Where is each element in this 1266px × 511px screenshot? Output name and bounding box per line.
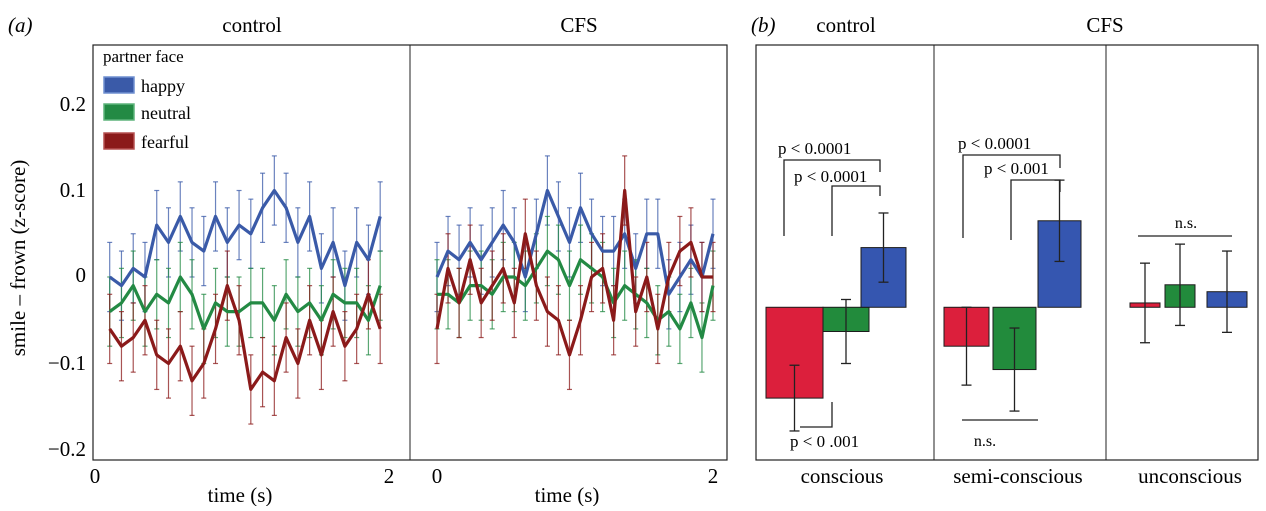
panel-b-frame [755, 44, 1259, 461]
legend-swatch-fearful [103, 132, 135, 150]
bracket-conscious-fear-happy [783, 159, 881, 236]
legend: partner face happy neutral fearful [103, 47, 191, 152]
panel-b-label: (b) [751, 13, 776, 37]
x-tick-label: 0 [432, 464, 443, 488]
error-bars-happy [434, 155, 716, 330]
error-bars-happy [107, 155, 383, 321]
series-line-fearful [108, 284, 382, 391]
legend-swatch-neutral [103, 103, 135, 121]
legend-label-happy: happy [141, 76, 185, 96]
panel-a-title-cfs: CFS [560, 13, 597, 37]
x-axis-label-cfs: time (s) [535, 483, 600, 506]
y-axis-label: smile – frown (z-score) [6, 160, 30, 357]
legend-title: partner face [103, 47, 184, 66]
panel-a-label: (a) [8, 13, 33, 37]
x-tick-label: 0 [90, 464, 101, 488]
legend-label-neutral: neutral [141, 103, 191, 123]
annotation-ns: n.s. [974, 433, 996, 450]
annotation-p: p < 0.0001 [958, 134, 1031, 153]
y-tick-label: −0.1 [48, 351, 86, 375]
panel-b-title-control: control [816, 13, 876, 37]
line-chart-control [107, 155, 383, 425]
legend-swatch-happy [103, 76, 135, 94]
series-line-happy [435, 188, 715, 296]
series-line-fearful [435, 188, 713, 357]
x-tick-label: 2 [708, 464, 719, 488]
y-tick-label: 0.1 [60, 178, 86, 202]
bracket-semi-fear-happy [962, 154, 1061, 238]
group-label-conscious: conscious [801, 464, 884, 488]
x-axis-label-control: time (s) [208, 483, 273, 506]
y-tick-label: 0.2 [60, 92, 86, 116]
significance-brackets [783, 154, 1232, 428]
annotation-p: p < 0.001 [984, 159, 1049, 178]
series-line-neutral [437, 249, 715, 340]
bar-chart [765, 179, 1248, 432]
line-chart-cfs [434, 155, 716, 391]
panel-b-title-cfs: CFS [1086, 13, 1123, 37]
annotation-ns: n.s. [1175, 215, 1197, 232]
error-bars-neutral [434, 215, 716, 373]
annotation-p: p < 0.0001 [794, 167, 867, 186]
y-tick-label: 0 [76, 263, 87, 287]
group-label-unconscious: unconscious [1138, 464, 1242, 488]
legend-label-fearful: fearful [141, 132, 189, 152]
panel-a-title-control: control [222, 13, 282, 37]
bracket-semi-neutral-happy [1010, 179, 1061, 240]
group-label-semi-conscious: semi-conscious [953, 464, 1082, 488]
x-tick-label: 2 [384, 464, 395, 488]
bracket-conscious-neutral-happy [831, 185, 881, 236]
annotation-p: p < 0.0001 [778, 139, 851, 158]
bracket-conscious-fear-neutral [800, 402, 833, 428]
series-line-happy [108, 188, 382, 288]
annotation-p: p < 0 .001 [790, 432, 859, 451]
series-line-neutral [108, 275, 382, 331]
y-tick-label: −0.2 [48, 437, 86, 461]
